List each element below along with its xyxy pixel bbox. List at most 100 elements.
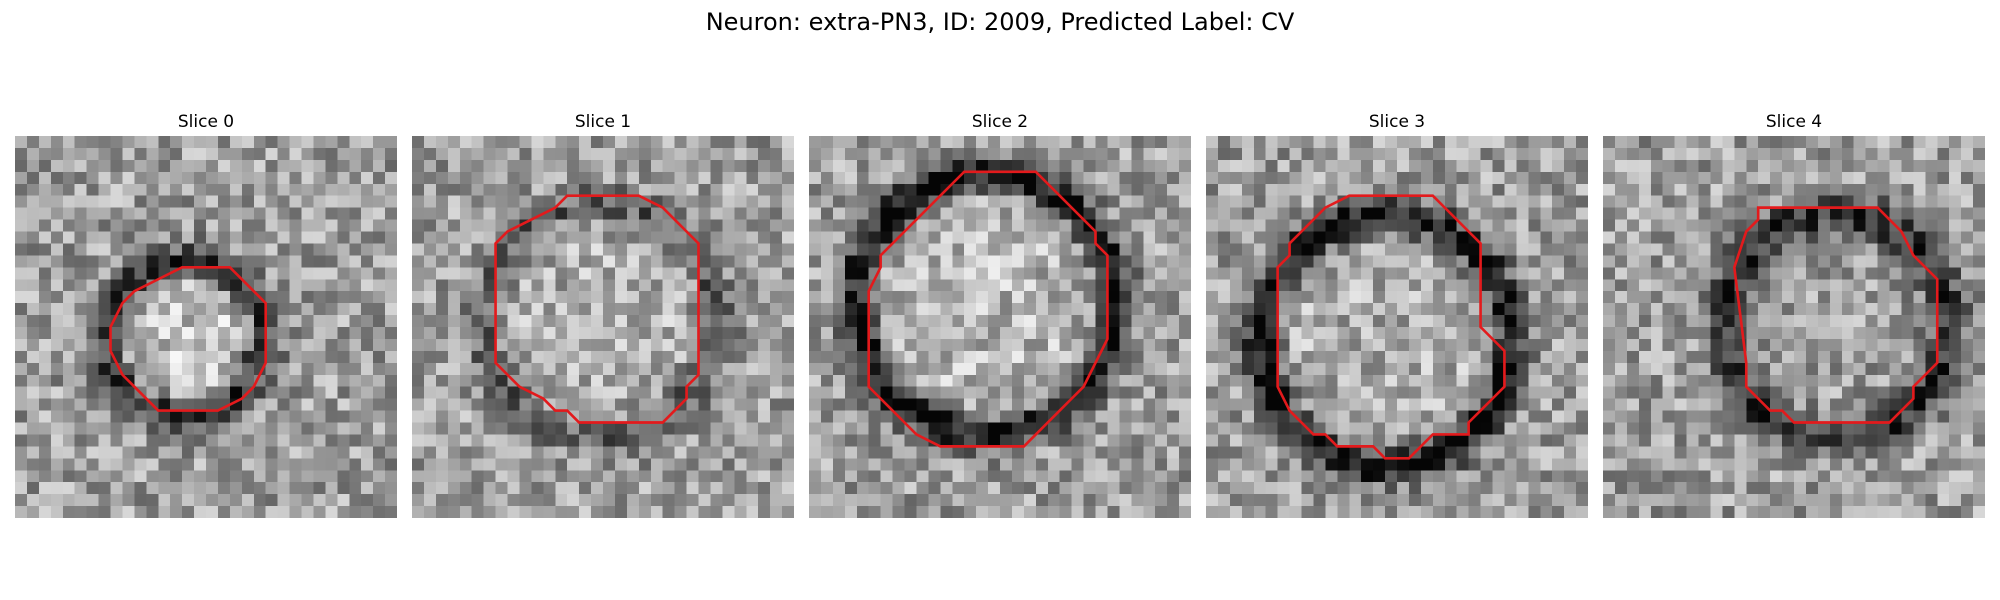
- em-pixel: [447, 243, 460, 256]
- em-pixel: [964, 207, 977, 220]
- em-pixel: [1313, 398, 1326, 411]
- em-pixel: [337, 183, 350, 196]
- em-pixel: [1000, 171, 1013, 184]
- em-pixel: [1349, 279, 1362, 292]
- em-pixel: [1626, 279, 1640, 292]
- em-pixel: [603, 183, 616, 196]
- em-pixel: [710, 327, 723, 340]
- em-pixel: [916, 398, 929, 411]
- em-pixel: [217, 494, 231, 507]
- em-pixel: [15, 494, 28, 507]
- em-pixel: [710, 219, 723, 232]
- em-pixel: [868, 350, 881, 364]
- em-pixel: [1000, 422, 1013, 435]
- em-pixel: [217, 470, 231, 483]
- em-pixel: [519, 506, 532, 518]
- em-pixel: [1131, 147, 1144, 161]
- em-pixel: [1432, 338, 1445, 352]
- em-pixel: [98, 231, 111, 244]
- em-pixel: [447, 482, 460, 495]
- em-pixel: [567, 183, 580, 196]
- em-pixel: [1179, 458, 1191, 471]
- em-pixel: [1373, 195, 1386, 208]
- em-pixel: [122, 506, 135, 518]
- em-pixel: [1083, 243, 1096, 256]
- em-pixel: [495, 350, 508, 364]
- em-pixel: [194, 243, 207, 256]
- em-pixel: [301, 171, 314, 184]
- em-pixel: [880, 279, 893, 292]
- em-pixel: [471, 243, 484, 256]
- em-pixel: [1179, 386, 1191, 399]
- em-pixel: [313, 219, 326, 232]
- em-pixel: [698, 219, 711, 232]
- em-pixel: [1564, 147, 1577, 161]
- em-pixel: [1901, 231, 1914, 244]
- em-pixel: [1000, 136, 1013, 149]
- em-pixel: [1468, 350, 1481, 364]
- em-pixel: [301, 362, 314, 375]
- em-pixel: [1925, 303, 1938, 316]
- em-pixel: [603, 219, 616, 232]
- em-pixel: [770, 267, 783, 280]
- em-pixel: [1626, 338, 1640, 352]
- em-pixel: [1674, 398, 1687, 411]
- em-pixel: [1083, 506, 1096, 518]
- em-pixel: [1686, 362, 1699, 375]
- em-pixel: [1504, 458, 1517, 471]
- em-pixel: [1179, 243, 1191, 256]
- em-pixel: [1265, 315, 1278, 328]
- em-pixel: [952, 159, 965, 173]
- em-pixel: [1528, 470, 1541, 483]
- em-pixel: [182, 207, 195, 220]
- em-pixel: [531, 159, 544, 173]
- em-pixel: [782, 255, 794, 268]
- em-pixel: [412, 267, 425, 280]
- em-pixel: [1035, 338, 1048, 352]
- em-pixel: [638, 434, 651, 447]
- em-pixel: [1217, 410, 1231, 423]
- em-pixel: [1217, 195, 1231, 208]
- em-pixel: [423, 279, 437, 292]
- em-pixel: [1937, 350, 1950, 364]
- em-pixel: [603, 470, 616, 483]
- em-pixel: [206, 171, 219, 184]
- em-pixel: [1889, 446, 1902, 459]
- em-pixel: [158, 338, 171, 352]
- em-pixel: [1119, 422, 1132, 435]
- em-pixel: [1095, 398, 1108, 411]
- em-pixel: [1397, 374, 1410, 387]
- em-pixel: [1480, 458, 1493, 471]
- em-pixel: [567, 243, 580, 256]
- em-pixel: [495, 470, 508, 483]
- em-pixel: [1289, 446, 1302, 459]
- em-pixel: [182, 159, 195, 173]
- em-pixel: [1468, 207, 1481, 220]
- em-pixel: [1913, 315, 1926, 328]
- em-pixel: [543, 315, 556, 328]
- em-pixel: [904, 458, 917, 471]
- em-pixel: [182, 446, 195, 459]
- em-pixel: [1662, 291, 1675, 304]
- em-pixel: [1206, 207, 1219, 220]
- em-pixel: [746, 458, 759, 471]
- em-pixel: [459, 470, 472, 483]
- em-pixel: [976, 422, 989, 435]
- em-pixel: [662, 327, 675, 340]
- em-pixel: [770, 362, 783, 375]
- em-pixel: [638, 446, 651, 459]
- em-pixel: [1217, 362, 1231, 375]
- em-pixel: [1229, 386, 1243, 399]
- slice-image-1: [412, 136, 794, 518]
- em-pixel: [194, 183, 207, 196]
- em-pixel: [519, 255, 532, 268]
- em-pixel: [809, 398, 822, 411]
- em-pixel: [373, 219, 386, 232]
- em-pixel: [361, 171, 374, 184]
- em-pixel: [1155, 243, 1168, 256]
- em-pixel: [412, 231, 425, 244]
- em-pixel: [579, 374, 592, 387]
- em-pixel: [361, 374, 374, 387]
- slice-title-4: Slice 4: [1765, 112, 1823, 132]
- em-pixel: [603, 171, 616, 184]
